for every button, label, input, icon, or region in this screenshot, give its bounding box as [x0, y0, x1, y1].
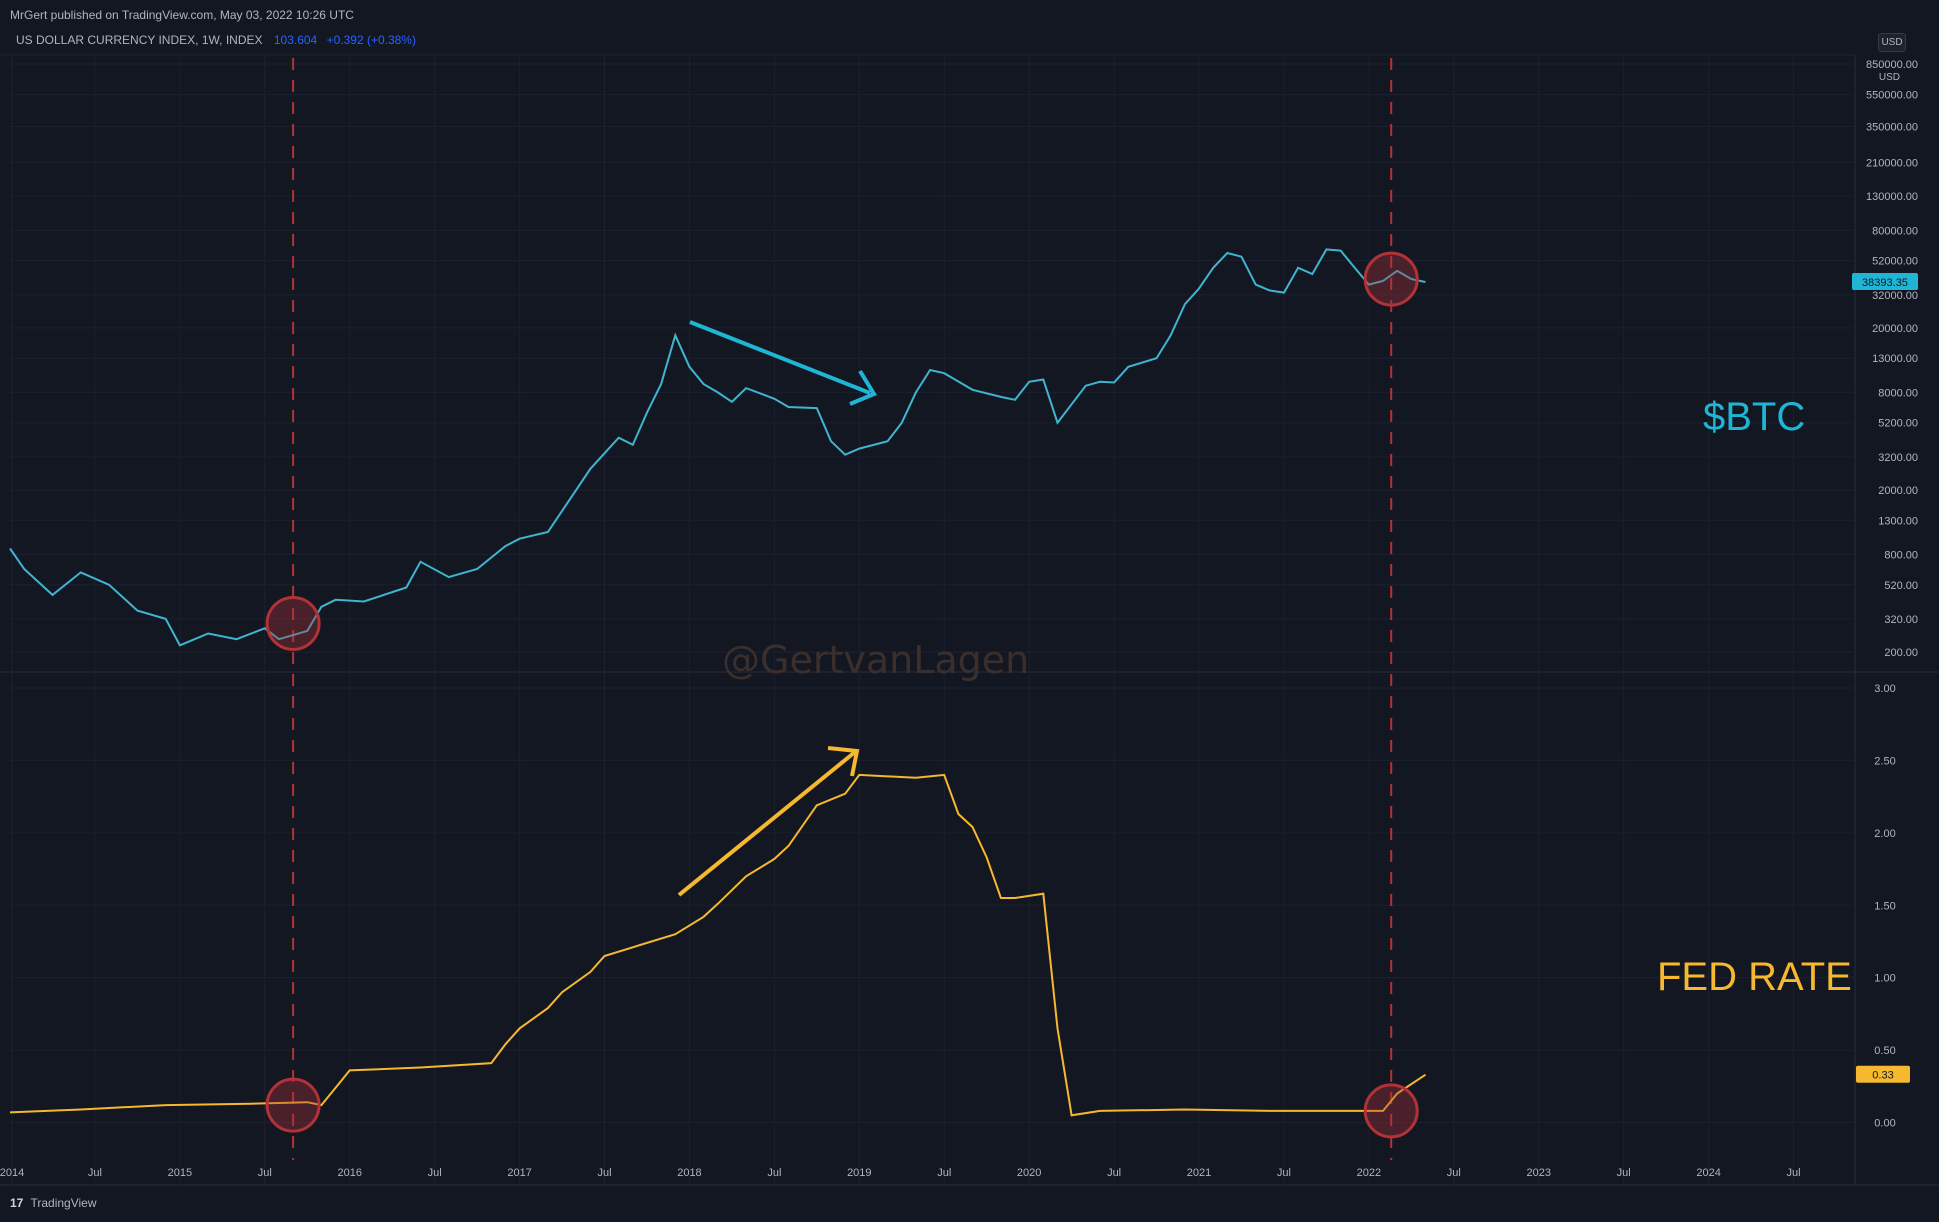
- time-tick-label: Jul: [258, 1167, 272, 1179]
- fed-tick-label: 1.50: [1874, 900, 1895, 912]
- btc-tick-label: 1300.00: [1878, 515, 1918, 527]
- time-tick-label: Jul: [428, 1167, 442, 1179]
- fed-last-value-badge: [1856, 1065, 1910, 1083]
- btc-tick-label: 2000.00: [1878, 485, 1918, 497]
- time-tick-label: Jul: [1447, 1167, 1461, 1179]
- btc-axis-unit: USD: [1879, 72, 1900, 83]
- time-tick-label: 2016: [337, 1167, 361, 1179]
- cycle-markers: [292, 58, 1393, 1160]
- btc-tick-label: 130000.00: [1866, 191, 1918, 203]
- time-tick-label: 2021: [1187, 1167, 1211, 1179]
- time-tick-label: 2015: [168, 1167, 192, 1179]
- symbol-info-bar: US DOLLAR CURRENCY INDEX, 1W, INDEX 103.…: [16, 33, 416, 47]
- time-tick-label: Jul: [1617, 1167, 1631, 1179]
- btc-tick-label: 850000.00: [1866, 59, 1918, 71]
- time-tick-label: Jul: [1277, 1167, 1291, 1179]
- grid-lines: [0, 54, 1939, 1186]
- btc-tick-label: 210000.00: [1866, 157, 1918, 169]
- highlight-circle: [1363, 1083, 1419, 1139]
- fed-tick-label: 2.50: [1874, 755, 1895, 767]
- btc-tick-label: 200.00: [1884, 647, 1918, 659]
- trend-arrows: [677, 320, 877, 897]
- symbol-value: 103.604: [273, 33, 318, 47]
- btc-tick-label: 3200.00: [1878, 452, 1918, 464]
- fed-annotation-label: FED RATE: [1657, 955, 1852, 999]
- fed-last-value: 0.33: [1872, 1070, 1893, 1082]
- btc-last-value: 38393.35: [1862, 277, 1908, 289]
- highlight-circle: [265, 1077, 321, 1133]
- time-tick-label: Jul: [88, 1167, 102, 1179]
- time-tick-label: 2024: [1696, 1167, 1720, 1179]
- time-tick-label: 2019: [847, 1167, 871, 1179]
- fed-rate-line: [9, 773, 1427, 1117]
- time-tick-label: Jul: [597, 1167, 611, 1179]
- btc-tick-label: 800.00: [1884, 549, 1918, 561]
- fed-tick-label: 2.00: [1874, 828, 1895, 840]
- time-axis: 2014 Jul 2015 Jul 2016 Jul 2017 Jul 2018 Jul 2019 J…: [0, 1167, 1801, 1179]
- time-tick-label: 2020: [1017, 1167, 1041, 1179]
- time-tick-label: 2018: [677, 1167, 701, 1179]
- btc-tick-label: 550000.00: [1866, 90, 1918, 102]
- last-value-labels: 38393.35 0.33: [1852, 272, 1918, 1083]
- tradingview-logo[interactable]: 17 TradingView: [10, 1196, 97, 1210]
- btc-tick-label: 320.00: [1884, 614, 1918, 626]
- btc-tick-label: 20000.00: [1872, 323, 1918, 335]
- fed-tick-label: 3.00: [1874, 683, 1895, 695]
- btc-tick-label: 13000.00: [1872, 353, 1918, 365]
- fed-tick-label: 0.00: [1874, 1118, 1895, 1130]
- currency-button[interactable]: USD: [1878, 33, 1906, 52]
- time-tick-label: Jul: [937, 1167, 951, 1179]
- symbol-name: US DOLLAR CURRENCY INDEX, 1W, INDEX: [16, 33, 263, 47]
- btc-downtrend-arrowhead: [849, 369, 877, 406]
- btc-y-axis: 850000.00 550000.00 350000.00 210000.00 1300…: [1866, 59, 1918, 659]
- publisher-text: MrGert published on TradingView.com, May…: [10, 8, 354, 22]
- time-tick-label: Jul: [1787, 1167, 1801, 1179]
- time-tick-label: 2023: [1527, 1167, 1551, 1179]
- fed-uptrend-arrowhead: [827, 746, 860, 777]
- time-tick-label: Jul: [767, 1167, 781, 1179]
- btc-tick-label: 350000.00: [1866, 121, 1918, 133]
- fed-uptrend-arrow: [677, 750, 857, 897]
- fed-tick-label: 0.50: [1874, 1045, 1895, 1057]
- btc-tick-label: 5200.00: [1878, 418, 1918, 430]
- symbol-change: +0.392 (+0.38%): [326, 33, 416, 47]
- time-tick-label: Jul: [1107, 1167, 1121, 1179]
- btc-last-value-badge: [1852, 272, 1918, 290]
- highlight-circle: [265, 595, 321, 651]
- btc-tick-label: 8000.00: [1878, 387, 1918, 399]
- btc-tick-label: 52000.00: [1872, 256, 1918, 268]
- btc-annotation-label: $BTC: [1703, 395, 1806, 439]
- time-tick-label: 2022: [1357, 1167, 1381, 1179]
- btc-tick-label: 520.00: [1884, 580, 1918, 592]
- highlight-circles: [265, 251, 1419, 1139]
- highlight-circle: [1363, 251, 1419, 307]
- tradingview-mark-icon: 17: [10, 1196, 24, 1210]
- time-tick-label: 2017: [507, 1167, 531, 1179]
- btc-downtrend-arrow: [689, 320, 871, 395]
- btc-tick-label: 80000.00: [1872, 225, 1918, 237]
- fed-tick-label: 1.00: [1874, 973, 1895, 985]
- btc-price-line: [9, 248, 1426, 647]
- btc-tick-label: 32000.00: [1872, 290, 1918, 302]
- author-watermark: @GertvanLagen: [722, 638, 1030, 682]
- time-tick-label: 2014: [0, 1167, 24, 1179]
- top-bar: MrGert published on TradingView.com, May…: [0, 0, 1939, 30]
- fed-y-axis: 3.00 2.50 2.00 1.50 1.00 0.50 0.00: [1874, 683, 1895, 1130]
- tradingview-brand-text: TradingView: [30, 1196, 97, 1210]
